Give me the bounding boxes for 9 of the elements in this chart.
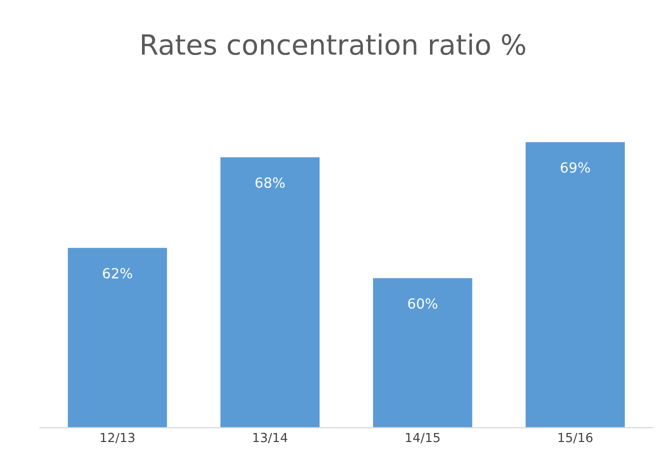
data-label: 68% <box>256 177 285 188</box>
x-tick-label: 15/16 <box>558 432 592 444</box>
x-tick-label: 12/13 <box>100 432 134 444</box>
data-label: 69% <box>560 162 590 173</box>
chart-title: Rates concentration ratio % <box>142 34 526 56</box>
x-tick-label: 14/15 <box>406 432 440 444</box>
x-tick-label: 13/14 <box>253 432 288 444</box>
data-label: 62% <box>102 268 132 279</box>
data-label: 60% <box>408 298 438 309</box>
